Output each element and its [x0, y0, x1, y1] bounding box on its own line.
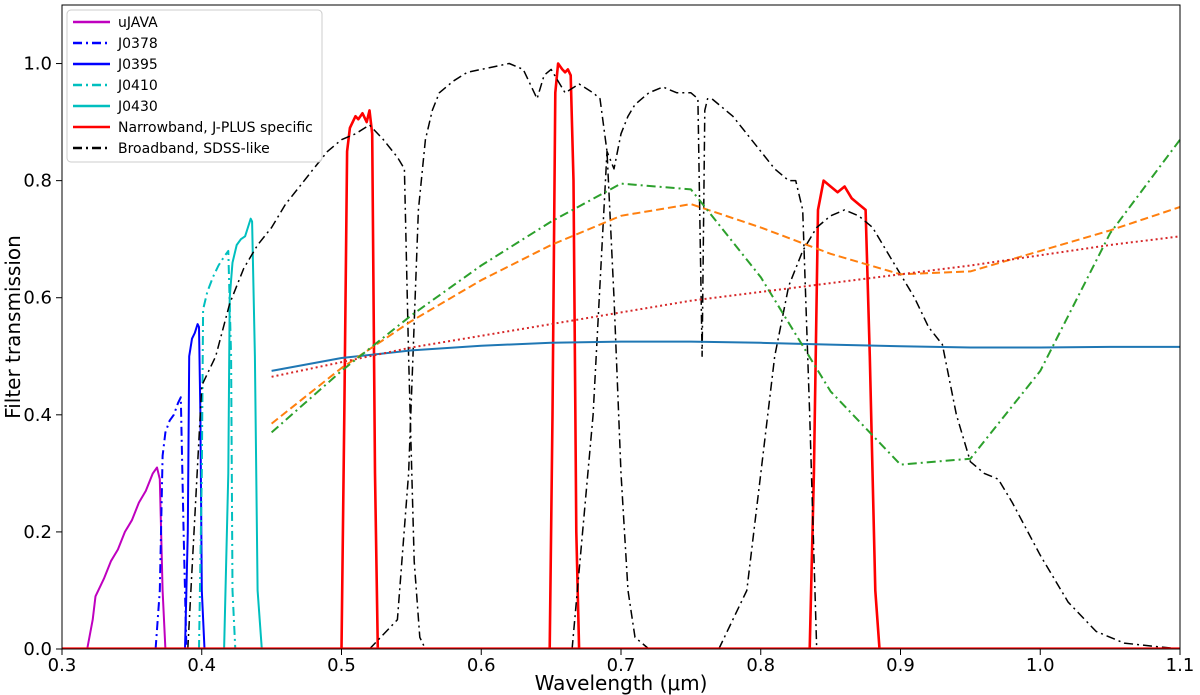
x-tick-label: 0.8 [746, 655, 775, 676]
series-line-red-dotted-unlabeled [271, 235, 1181, 378]
legend-label-broadband-sdss-like: Broadband, SDSS-like [118, 141, 270, 157]
ticks-layer: 0.3 0.4 0.5 0.6 0.7 0.8 0.9 1.0 1.1 0.0 0.2 0.4 0.6 0… [23, 54, 1194, 676]
legend-label-j0410: J0410 [117, 78, 158, 94]
legend-label-j0395: J0395 [117, 57, 158, 73]
series-line-orange-dashed-unlabeled [270, 203, 1181, 425]
y-tick-label: 0.2 [23, 522, 52, 543]
series-line-gsdss [187, 124, 427, 650]
x-tick-label: 0.9 [886, 655, 915, 676]
series-line-zsdss [718, 209, 1181, 650]
y-tick-label: 0.4 [23, 405, 52, 426]
x-axis-label: Wavelength (μm) [535, 671, 708, 695]
y-tick-label: 1.0 [23, 54, 52, 75]
x-tick-label: 0.4 [187, 655, 216, 676]
legend: uJAVA J0378 J0395 J0410 J0430 Narrowband, J-P… [66, 9, 323, 163]
legend-label-narrowband-j-plus-specific: Narrowband, J-PLUS specific [118, 120, 313, 136]
series-line-green-dash-dot-unlabeled [270, 139, 1181, 466]
series-line-isdss [571, 86, 818, 650]
x-tick-label: 0.5 [327, 655, 356, 676]
legend-label-ujava: uJAVA [118, 15, 158, 31]
x-tick-label: 1.0 [1026, 655, 1055, 676]
series-line-ujava [86, 466, 167, 650]
legend-box [66, 9, 323, 163]
series-line-j0410 [198, 249, 237, 650]
series-line-solid-blue-unlabeled [271, 340, 1180, 372]
x-tick-label: 0.6 [467, 655, 496, 676]
series-line-j0515 [340, 109, 380, 650]
legend-label-j0430: J0430 [117, 99, 158, 115]
series-line-j0660 [548, 62, 581, 650]
series-line-j0430 [223, 217, 263, 650]
x-tick-label: 0.3 [48, 655, 77, 676]
x-tick-label: 0.7 [607, 655, 636, 676]
y-tick-label: 0.8 [23, 171, 52, 192]
legend-entries: uJAVA J0378 J0395 J0410 J0430 Narrowband, J-P… [73, 15, 313, 157]
series-line-j0378 [154, 396, 188, 650]
plot-frame [61, 4, 1181, 650]
series-layer [62, 62, 1181, 650]
y-tick-label: 0.6 [23, 288, 52, 309]
y-tick-label: 0.0 [23, 639, 52, 660]
x-tick-label: 1.1 [1166, 655, 1195, 676]
legend-label-j0378: J0378 [117, 36, 158, 52]
series-line-j0861 [808, 179, 881, 650]
y-axis-label: Filter transmission [1, 235, 25, 419]
